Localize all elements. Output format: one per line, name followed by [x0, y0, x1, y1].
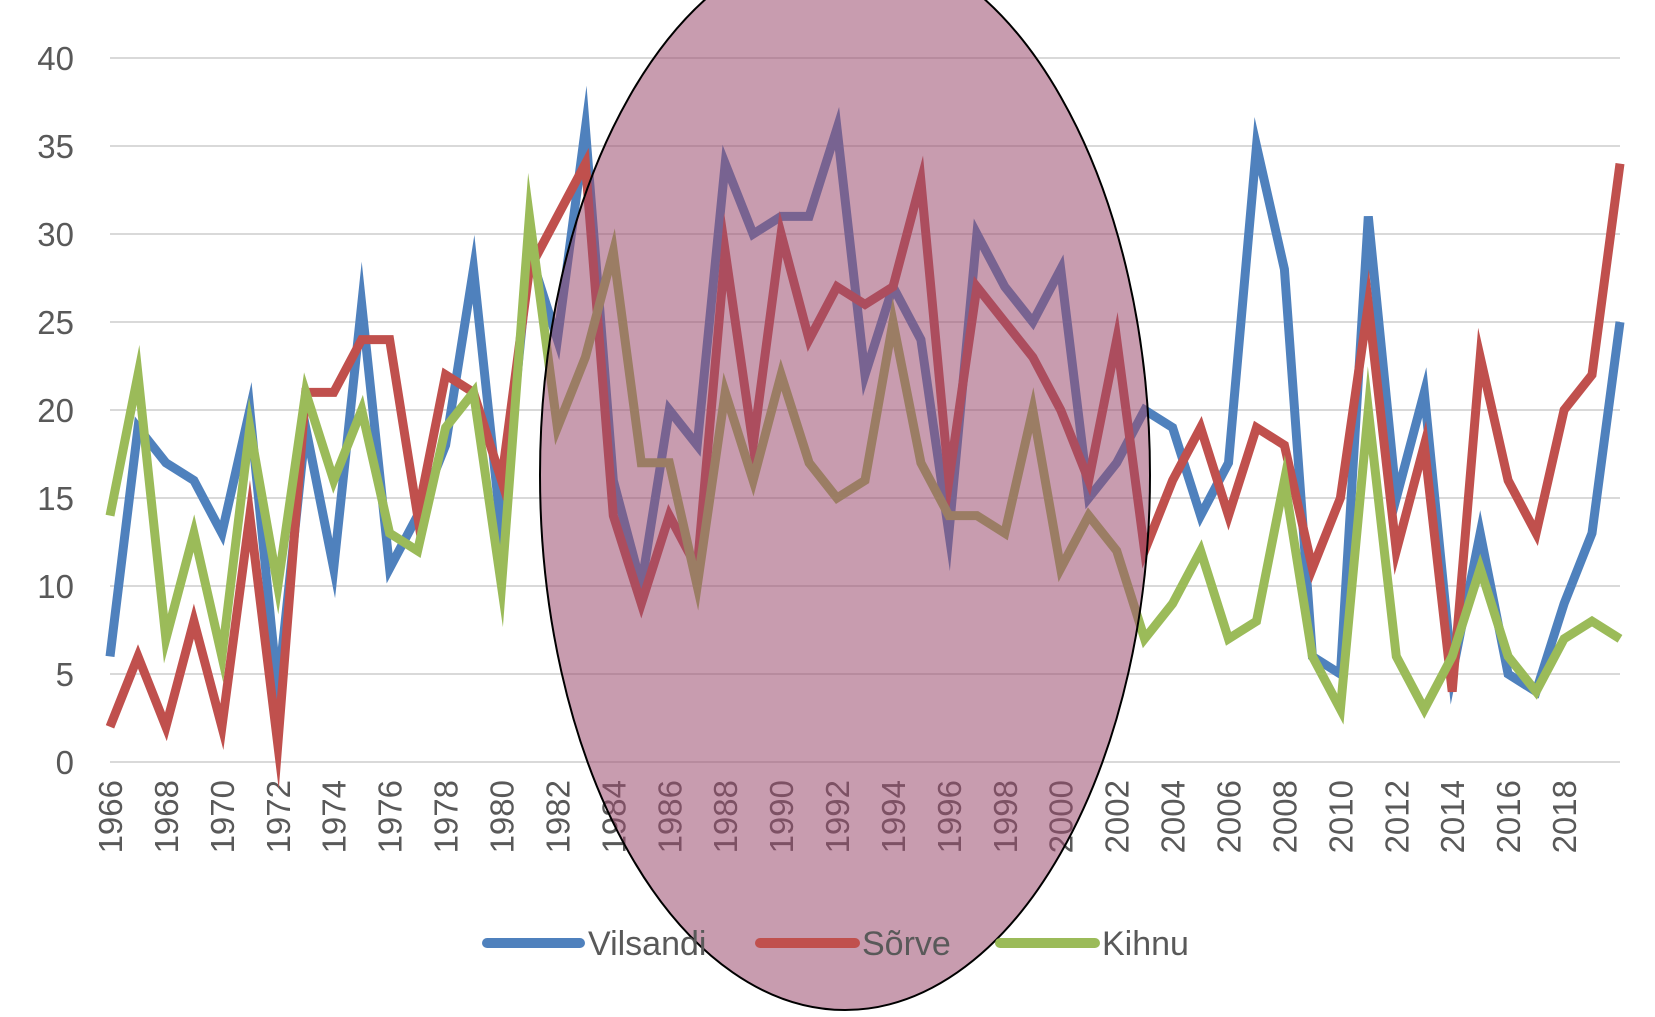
y-tick-label: 30 — [37, 216, 74, 253]
y-tick-label: 15 — [37, 480, 74, 517]
x-tick-label: 2006 — [1211, 780, 1248, 853]
x-tick-label: 1972 — [260, 780, 297, 853]
x-tick-label: 2004 — [1155, 780, 1192, 853]
x-tick-label: 2012 — [1378, 780, 1415, 853]
x-tick-label: 1966 — [92, 780, 129, 853]
y-tick-label: 20 — [37, 392, 74, 429]
x-tick-label: 2010 — [1322, 780, 1359, 853]
x-tick-label: 2016 — [1490, 780, 1527, 853]
x-tick-label: 1968 — [148, 780, 185, 853]
x-tick-label: 1982 — [539, 780, 576, 853]
x-tick-label: 2008 — [1266, 780, 1303, 853]
y-tick-label: 35 — [37, 128, 74, 165]
legend-label-kihnu: Kihnu — [1102, 925, 1189, 963]
x-tick-label: 1974 — [316, 780, 353, 853]
y-tick-label: 10 — [37, 568, 74, 605]
legend-label-vilsandi: Vilsandi — [588, 925, 706, 963]
legend: Vilsandi Sõrve Kihnu — [482, 925, 1189, 963]
y-axis-ticks: 0 5 10 15 20 25 30 35 40 — [37, 40, 74, 781]
x-tick-label: 1978 — [428, 780, 465, 853]
x-tick-label: 2014 — [1434, 780, 1471, 853]
x-tick-label: 2002 — [1099, 780, 1136, 853]
y-tick-label: 0 — [56, 744, 74, 781]
x-tick-label: 1976 — [372, 780, 409, 853]
legend-label-sõrve: Sõrve — [862, 925, 951, 963]
y-tick-label: 5 — [56, 656, 74, 693]
x-tick-label: 1980 — [483, 780, 520, 853]
x-tick-label: 2018 — [1546, 780, 1583, 853]
x-tick-label: 1970 — [204, 780, 241, 853]
y-tick-label: 25 — [37, 304, 74, 341]
y-tick-label: 40 — [37, 40, 74, 77]
highlight-ellipse — [539, 0, 1151, 1011]
